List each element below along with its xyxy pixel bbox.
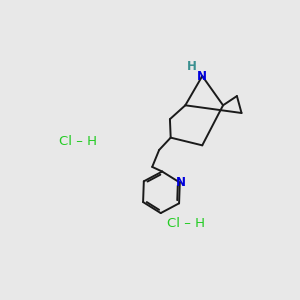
Text: Cl – H: Cl – H [167,217,205,230]
Text: Cl – H: Cl – H [59,135,97,148]
Text: N: N [197,70,207,83]
Text: N: N [176,176,186,189]
Text: H: H [187,60,197,73]
